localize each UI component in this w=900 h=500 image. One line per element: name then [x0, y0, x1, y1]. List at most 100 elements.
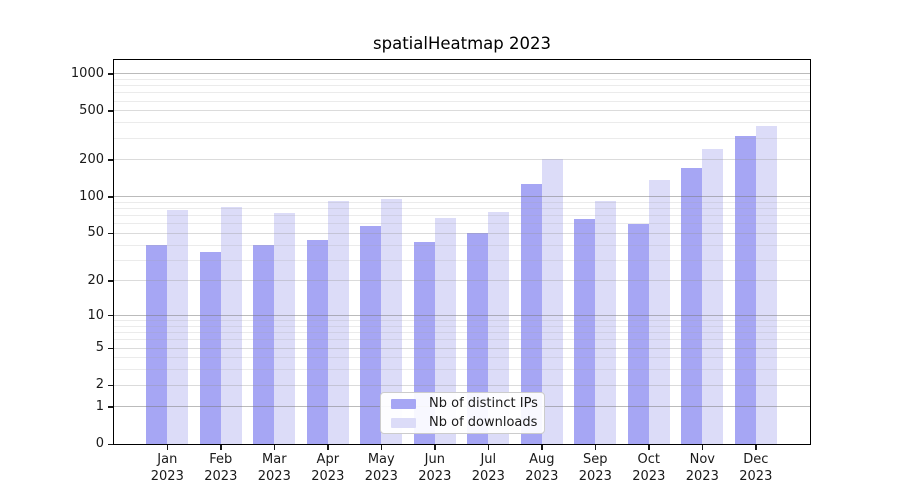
y-tick-2: [108, 384, 113, 386]
gridline-8: [114, 325, 810, 327]
x-tick-jun-2023: [434, 445, 436, 450]
x-tick-feb-2023: [220, 445, 222, 450]
x-tick-label-nov-2023: Nov 2023: [685, 452, 719, 484]
bar-distinct-ips-feb-2023: [199, 252, 221, 444]
y-tick-200: [108, 159, 113, 161]
legend-swatch-distinct-ips-icon: [391, 398, 416, 409]
x-tick-aug-2023: [541, 445, 543, 450]
x-tick-dec-2023: [755, 445, 757, 450]
x-tick-label-may-2023: May 2023: [364, 452, 398, 484]
bar-downloads-oct-2023: [648, 179, 670, 444]
chart-title: spatialHeatmap 2023: [373, 34, 551, 53]
x-tick-label-dec-2023: Dec 2023: [739, 452, 773, 484]
legend: Nb of distinct IPs Nb of downloads: [380, 392, 545, 434]
gridline-7: [114, 332, 810, 334]
bar-downloads-jun-2023: [434, 217, 456, 444]
bar-downloads-may-2023: [381, 199, 403, 444]
x-tick-oct-2023: [648, 445, 650, 450]
gridline-50: [114, 232, 810, 234]
x-tick-label-jan-2023: Jan 2023: [150, 452, 184, 484]
x-tick-label-apr-2023: Apr 2023: [311, 452, 345, 484]
bar-downloads-jan-2023: [167, 209, 189, 444]
y-tick-label-5: 5: [95, 340, 104, 355]
x-tick-jul-2023: [487, 445, 490, 450]
gridline-4: [114, 357, 810, 359]
bar-downloads-jul-2023: [488, 211, 510, 444]
y-tick-label-20: 20: [87, 272, 104, 288]
bars-layer: [114, 60, 810, 444]
gridline-300: [114, 137, 810, 139]
x-tick-label-sep-2023: Sep 2023: [578, 452, 612, 484]
y-tick-10: [108, 315, 113, 317]
gridline-3: [114, 369, 810, 371]
x-tick-jan-2023: [166, 445, 169, 450]
gridline-70: [114, 215, 810, 217]
y-tick-label-1: 1: [95, 398, 104, 414]
x-tick-label-aug-2023: Aug 2023: [525, 452, 559, 484]
y-tick-1: [108, 406, 113, 408]
bar-downloads-sep-2023: [595, 200, 617, 444]
bar-distinct-ips-oct-2023: [627, 223, 649, 444]
gridline-100: [114, 196, 810, 198]
y-tick-1000: [108, 73, 113, 75]
y-tick-50: [108, 232, 113, 235]
x-tick-mar-2023: [273, 445, 276, 450]
x-tick-nov-2023: [701, 445, 704, 450]
x-tick-apr-2023: [327, 445, 329, 450]
bar-distinct-ips-apr-2023: [306, 240, 328, 444]
bar-downloads-aug-2023: [541, 158, 563, 444]
bar-distinct-ips-aug-2023: [520, 183, 542, 444]
bar-downloads-feb-2023: [220, 207, 242, 444]
bar-distinct-ips-sep-2023: [574, 218, 596, 444]
y-tick-label-2: 2: [95, 377, 104, 393]
gridline-60: [114, 223, 810, 225]
x-tick-label-oct-2023: Oct 2023: [632, 452, 666, 484]
x-tick-label-jun-2023: Jun 2023: [418, 452, 452, 484]
gridlines-layer: [114, 60, 810, 444]
gridline-30: [114, 259, 810, 261]
gridline-9: [114, 320, 810, 322]
y-tick-5: [108, 347, 113, 349]
y-tick-0: [108, 443, 113, 445]
bar-distinct-ips-jul-2023: [467, 233, 489, 444]
y-tick-label-500: 500: [79, 102, 104, 118]
x-tick-label-feb-2023: Feb 2023: [204, 452, 238, 484]
y-tick-20: [108, 280, 113, 282]
gridline-2: [114, 384, 810, 386]
y-tick-500: [108, 110, 113, 112]
y-tick-label-1000: 1000: [70, 65, 104, 81]
x-tick-label-mar-2023: Mar 2023: [257, 452, 291, 484]
bar-downloads-dec-2023: [755, 125, 777, 444]
bar-downloads-mar-2023: [274, 212, 296, 444]
gridline-90: [114, 201, 810, 203]
bar-distinct-ips-may-2023: [360, 226, 382, 444]
gridline-10: [114, 315, 810, 316]
gridline-900: [114, 78, 810, 80]
y-tick-label-100: 100: [79, 188, 104, 204]
y-tick-label-50: 50: [87, 225, 104, 241]
legend-swatch-downloads-icon: [391, 417, 416, 428]
gridline-700: [114, 92, 810, 94]
legend-label-distinct-ips: Nb of distinct IPs: [429, 396, 538, 411]
bar-distinct-ips-dec-2023: [734, 136, 756, 444]
gridline-5: [114, 347, 810, 349]
plot-area: Nb of distinct IPs Nb of downloads: [113, 59, 811, 445]
gridline-500: [114, 110, 810, 112]
gridline-6: [114, 339, 810, 341]
gridline-400: [114, 122, 810, 124]
bar-downloads-apr-2023: [327, 200, 349, 444]
bar-downloads-nov-2023: [702, 149, 724, 444]
legend-label-downloads: Nb of downloads: [429, 415, 538, 430]
gridline-800: [114, 85, 810, 87]
x-tick-label-jul-2023: Jul 2023: [471, 452, 505, 484]
bar-distinct-ips-nov-2023: [681, 168, 703, 444]
x-tick-sep-2023: [594, 445, 597, 450]
bar-distinct-ips-jan-2023: [146, 245, 168, 444]
bar-distinct-ips-mar-2023: [253, 245, 275, 444]
gridline-40: [114, 244, 810, 246]
x-tick-may-2023: [380, 445, 383, 450]
y-tick-label-0: 0: [95, 436, 104, 451]
gridline-200: [114, 159, 810, 161]
gridline-80: [114, 208, 810, 209]
